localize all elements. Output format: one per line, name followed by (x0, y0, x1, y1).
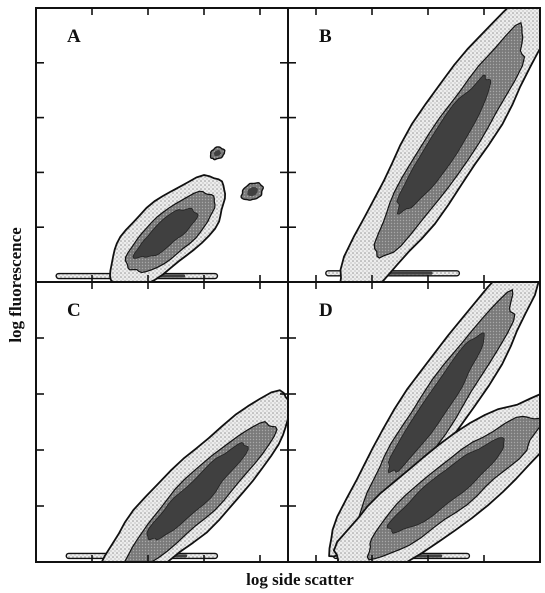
population-contour (333, 393, 540, 562)
panel-label-c: C (67, 300, 81, 321)
population-contour (339, 8, 540, 282)
population-contour (100, 389, 288, 562)
panel-a (55, 146, 265, 282)
panel-b (325, 8, 540, 282)
panel-letters: A B C D (67, 26, 333, 321)
contour-core (396, 74, 492, 215)
frame-layer (35, 7, 541, 563)
panel-label-d: D (319, 300, 333, 321)
contour-core (132, 207, 199, 259)
contour-core (387, 332, 485, 474)
population-contour (109, 174, 226, 282)
x-axis-title: log side scatter (246, 570, 354, 589)
satellite-blob-core (213, 150, 222, 157)
panel-c (65, 389, 288, 562)
population-contour (328, 282, 540, 561)
panels-layer (55, 8, 540, 562)
satellite-blob-core (247, 186, 258, 197)
contour-core (386, 437, 505, 534)
panel-label-b: B (319, 26, 332, 47)
contour-core (146, 442, 249, 541)
ticks-layer (36, 8, 485, 562)
panel-label-a: A (67, 26, 81, 47)
panel-d (328, 282, 540, 562)
y-axis-title: log fluorescence (6, 227, 25, 343)
